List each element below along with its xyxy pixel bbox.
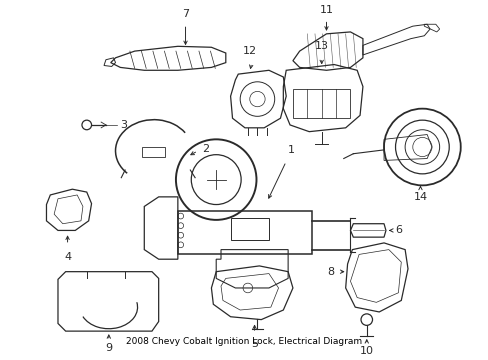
Text: 1: 1 bbox=[287, 145, 295, 155]
Text: 14: 14 bbox=[412, 192, 427, 202]
Text: 12: 12 bbox=[242, 46, 256, 56]
Text: 4: 4 bbox=[64, 252, 71, 262]
Text: 2008 Chevy Cobalt Ignition Lock, Electrical Diagram: 2008 Chevy Cobalt Ignition Lock, Electri… bbox=[126, 337, 362, 346]
Text: 2: 2 bbox=[202, 144, 208, 154]
Text: 8: 8 bbox=[326, 267, 333, 277]
Text: 3: 3 bbox=[120, 120, 127, 130]
Text: 7: 7 bbox=[182, 9, 189, 18]
Text: 9: 9 bbox=[105, 343, 112, 353]
Text: 11: 11 bbox=[319, 5, 333, 15]
Text: 10: 10 bbox=[359, 346, 373, 356]
Text: 6: 6 bbox=[395, 225, 402, 235]
Text: 13: 13 bbox=[314, 41, 328, 51]
Text: 5: 5 bbox=[250, 339, 258, 349]
